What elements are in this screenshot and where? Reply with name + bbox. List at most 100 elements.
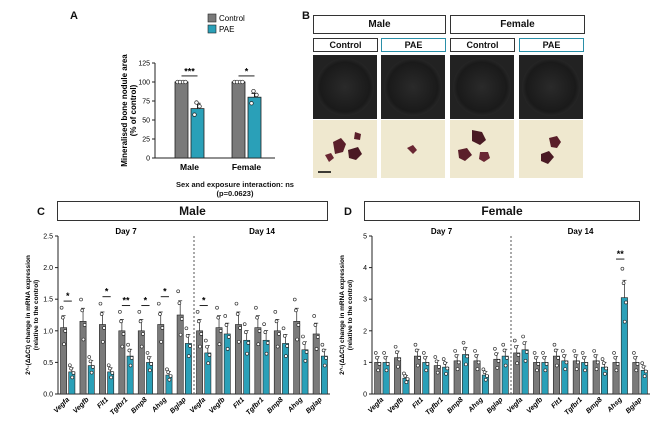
data-point <box>614 368 619 373</box>
data-point <box>106 363 111 368</box>
data-point <box>444 372 448 376</box>
data-point <box>512 338 517 343</box>
data-point <box>218 329 223 333</box>
data-point <box>215 305 219 310</box>
data-point <box>384 368 389 373</box>
data-point <box>102 326 106 330</box>
data-point <box>574 367 579 371</box>
data-point <box>373 351 378 355</box>
bar <box>118 330 126 395</box>
data-point <box>503 363 508 368</box>
data-point <box>120 344 125 349</box>
data-point <box>285 344 289 348</box>
data-point <box>385 362 390 366</box>
data-point <box>582 355 586 360</box>
panel-b-male-header: Male <box>313 15 446 34</box>
data-point <box>542 355 546 360</box>
data-point <box>282 334 287 338</box>
bar <box>312 333 320 395</box>
data-point <box>149 362 153 366</box>
data-point <box>68 363 72 368</box>
micrograph <box>450 120 514 178</box>
data-point <box>257 329 262 333</box>
bar <box>247 96 262 159</box>
x-tick-label: Ahsg <box>286 396 305 415</box>
x-tick-label: Tgfbr1 <box>425 396 445 416</box>
data-point <box>522 341 527 345</box>
data-point <box>245 351 249 356</box>
data-point <box>485 374 489 378</box>
data-point <box>139 344 144 349</box>
data-point <box>70 375 75 380</box>
data-point <box>295 337 299 342</box>
data-point <box>121 332 126 336</box>
data-point <box>324 356 328 360</box>
bar <box>632 362 640 395</box>
y-tick-label: 50 <box>142 118 150 125</box>
data-point <box>301 334 305 339</box>
data-point <box>453 349 457 353</box>
data-point <box>603 372 607 376</box>
data-point <box>159 340 163 344</box>
data-point <box>61 315 65 320</box>
data-point <box>99 312 104 316</box>
x-tick-label: Bmp8 <box>130 396 149 415</box>
data-point <box>71 371 76 375</box>
data-point <box>98 301 103 306</box>
data-point <box>404 380 409 384</box>
legend-swatch <box>207 13 217 23</box>
bar <box>320 355 328 395</box>
data-point <box>622 319 627 324</box>
panel-b-col-pae-female: PAE <box>519 38 584 52</box>
data-point <box>416 363 420 368</box>
x-tick-label: Bmp8 <box>585 396 604 415</box>
x-tick-label: Bglap <box>625 396 644 415</box>
data-point <box>249 101 254 106</box>
data-point <box>563 367 568 371</box>
data-point <box>129 356 134 360</box>
data-point <box>621 281 626 285</box>
data-point <box>435 370 440 375</box>
significance-label: *** <box>184 66 195 76</box>
y-axis-label: (% of control) <box>129 84 138 136</box>
bar <box>68 371 76 395</box>
bar <box>137 330 145 395</box>
x-tick-label: Bmp8 <box>266 396 285 415</box>
bar <box>493 358 501 395</box>
data-point <box>179 317 184 321</box>
bar <box>561 360 569 395</box>
data-point <box>126 342 130 347</box>
data-point <box>312 314 316 318</box>
y-tick-label: 2.5 <box>43 234 53 241</box>
data-point <box>108 366 112 371</box>
panel-a-chart: 0 25 50 75 100 125 Mineralised bone nodule are… <box>120 13 275 172</box>
bar <box>473 360 481 395</box>
bar <box>60 327 68 395</box>
day14-label: Day 14 <box>568 227 594 236</box>
bar <box>442 366 450 395</box>
data-point <box>109 375 113 380</box>
data-point <box>251 88 256 94</box>
bar <box>282 343 289 395</box>
x-tick-label: Vegfb <box>526 396 545 415</box>
legend-label: PAE <box>219 25 234 34</box>
data-point <box>604 366 608 371</box>
data-point <box>69 366 73 371</box>
data-point <box>138 319 143 324</box>
data-point <box>216 315 221 320</box>
data-point <box>166 370 170 374</box>
data-point <box>304 350 309 354</box>
panel-c-letter: C <box>37 206 45 218</box>
data-point <box>227 335 231 339</box>
data-point <box>254 92 259 98</box>
data-point <box>156 301 161 306</box>
y-tick-label: 0 <box>146 156 150 163</box>
data-point <box>192 112 197 117</box>
data-point <box>464 362 468 367</box>
data-point <box>275 344 280 349</box>
data-point <box>383 355 388 360</box>
day14-label: Day 14 <box>249 227 275 236</box>
data-point <box>197 104 202 109</box>
data-point <box>158 312 162 316</box>
bar <box>293 321 301 395</box>
